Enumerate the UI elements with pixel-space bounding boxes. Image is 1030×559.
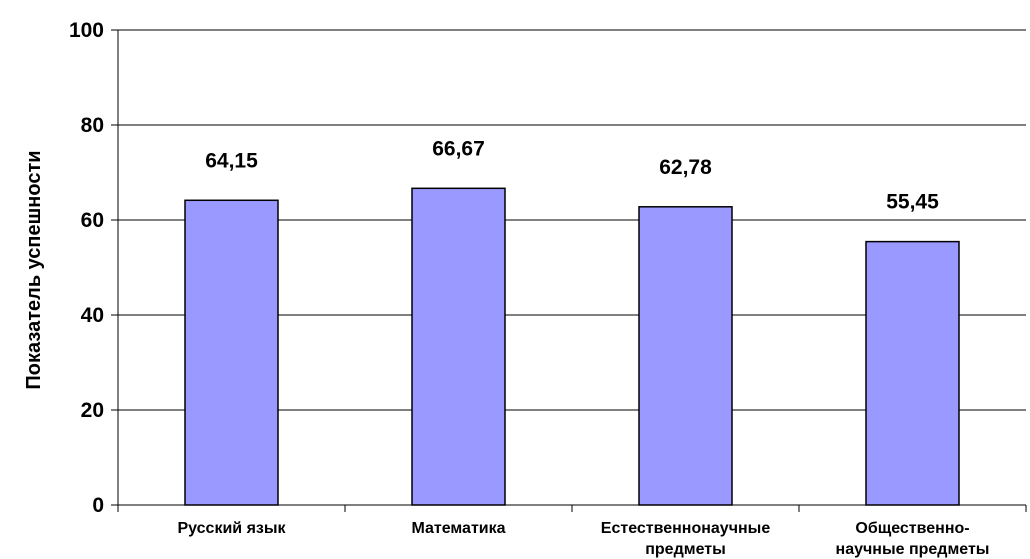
y-tick-label: 60 <box>81 209 104 232</box>
x-category-label: Русский язык <box>177 520 286 537</box>
y-tick-label: 100 <box>69 19 104 42</box>
x-category-label: Естественнонаучные предметы <box>601 520 771 558</box>
data-label: 64,15 <box>205 149 258 172</box>
data-label: 55,45 <box>886 191 939 214</box>
data-label: 66,67 <box>432 137 485 160</box>
y-tick-label: 20 <box>81 399 104 422</box>
axes <box>111 29 1027 512</box>
bar <box>184 199 279 506</box>
x-category-labels: Русский язык Математика Естественнонаучные… <box>177 520 989 558</box>
y-tick-label: 80 <box>81 114 104 137</box>
x-category-label: Общественно-научные предметы <box>836 520 990 558</box>
y-axis-title: Показатель успешности <box>23 150 45 389</box>
x-category-label-line: Математика <box>411 520 505 537</box>
x-category-label-line: Общественно- <box>855 520 969 537</box>
bar <box>865 240 960 506</box>
data-label: 62,78 <box>659 156 712 179</box>
y-tick-labels: 0 20 40 60 80 100 <box>69 19 104 517</box>
x-category-label-line: Естественнонаучные <box>601 520 771 537</box>
x-category-label-line: научные предметы <box>836 541 990 558</box>
x-category-label-line: предметы <box>645 541 726 558</box>
bar <box>411 187 506 506</box>
x-category-label-line: Русский язык <box>177 520 286 537</box>
bar <box>638 206 733 506</box>
x-category-label: Математика <box>411 520 505 537</box>
y-tick-label: 0 <box>92 494 104 517</box>
data-labels: 64,15 66,67 62,78 55,45 <box>205 137 939 213</box>
y-tick-label: 40 <box>81 304 104 327</box>
bars <box>184 187 960 506</box>
